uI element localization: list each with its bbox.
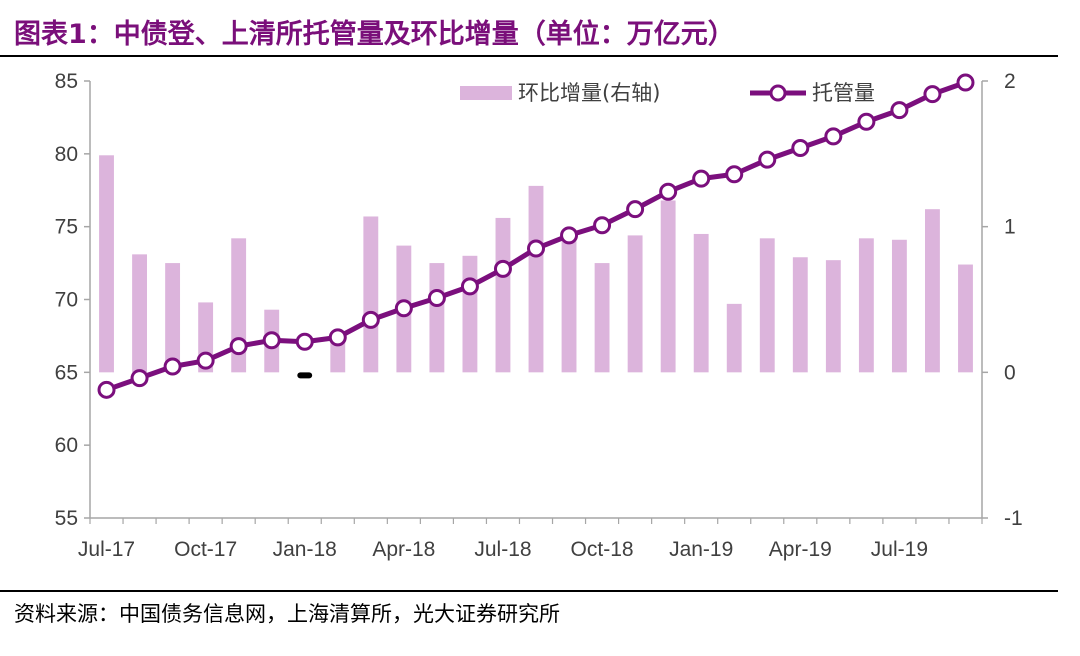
line-point bbox=[427, 289, 446, 308]
y-left-tick-label: 70 bbox=[55, 289, 78, 312]
bar bbox=[693, 233, 709, 373]
y-left-tick-label: 80 bbox=[55, 143, 78, 166]
y-left-tick-label: 60 bbox=[55, 434, 78, 457]
line-point bbox=[890, 101, 909, 120]
y-left-tick-label: 75 bbox=[55, 216, 78, 239]
chart-area: 55 60 65 70 75 80 85 -1 0 1 2 Jul-17 Oct-17 Jan-18 Apr… bbox=[55, 70, 1023, 561]
bar bbox=[462, 255, 478, 373]
source-note: 资料来源：中国债务信息网，上海清算所，光大证券研究所 bbox=[14, 602, 560, 626]
top-rule bbox=[0, 55, 1058, 57]
y-right-tick-label: -1 bbox=[1004, 507, 1023, 530]
line-point bbox=[857, 112, 876, 131]
legend-marker-swatch bbox=[769, 84, 787, 102]
x-tick-label: Jul-17 bbox=[78, 538, 135, 561]
line-point bbox=[791, 139, 810, 158]
line-point bbox=[659, 182, 678, 201]
bar bbox=[297, 372, 313, 379]
legend: 环比增量(右轴) 托管量 bbox=[460, 81, 875, 105]
bar bbox=[858, 238, 874, 373]
legend-line-label: 托管量 bbox=[812, 81, 875, 105]
line-point bbox=[626, 200, 645, 219]
bar bbox=[165, 263, 181, 373]
line-point bbox=[923, 85, 942, 104]
y-left-tick-label: 65 bbox=[55, 361, 78, 384]
bar bbox=[627, 235, 643, 373]
line-point bbox=[262, 331, 281, 350]
bar bbox=[925, 209, 940, 373]
bar bbox=[363, 216, 379, 373]
line-point bbox=[593, 216, 612, 235]
line-point bbox=[163, 357, 182, 376]
y-left-tick-label: 85 bbox=[55, 70, 78, 93]
line-point bbox=[229, 337, 248, 356]
bar bbox=[958, 264, 973, 373]
line-point bbox=[527, 239, 545, 258]
bar bbox=[891, 239, 907, 373]
line-point bbox=[394, 299, 413, 318]
x-tick-label: Jan-18 bbox=[273, 538, 337, 561]
x-tick-label: Jul-19 bbox=[871, 538, 928, 561]
line-series bbox=[97, 73, 975, 399]
line-point bbox=[460, 277, 479, 296]
y-left-tick-label: 55 bbox=[55, 507, 78, 530]
bar bbox=[99, 155, 114, 373]
line-point bbox=[560, 226, 579, 245]
line-point bbox=[130, 369, 149, 388]
bar bbox=[726, 303, 742, 373]
y-right-tick-label: 1 bbox=[1004, 216, 1016, 239]
line-point bbox=[196, 351, 215, 370]
bar bbox=[759, 238, 775, 373]
x-tick-label: Jul-18 bbox=[474, 538, 531, 561]
y-right-tick-label: 2 bbox=[1004, 70, 1016, 93]
line-point bbox=[956, 73, 975, 92]
bar bbox=[429, 263, 445, 373]
bar bbox=[594, 263, 610, 373]
line-point bbox=[692, 169, 711, 188]
line-point bbox=[493, 259, 512, 278]
legend-bar-swatch bbox=[460, 86, 512, 100]
y-right-tick-label: 0 bbox=[1004, 361, 1016, 384]
x-tick-label: Apr-18 bbox=[372, 538, 435, 561]
bottom-rule bbox=[0, 590, 1058, 592]
figure-title: 图表1：中债登、上清所托管量及环比增量（单位：万亿元） bbox=[14, 19, 735, 50]
axes bbox=[84, 80, 988, 524]
x-tick-label: Jan-19 bbox=[669, 538, 733, 561]
legend-bar-label: 环比增量(右轴) bbox=[518, 81, 660, 105]
bar bbox=[561, 241, 577, 373]
bar bbox=[825, 260, 841, 373]
line-point bbox=[361, 310, 380, 329]
bar bbox=[495, 217, 511, 373]
line-point bbox=[758, 150, 777, 169]
tick-labels: 55 60 65 70 75 80 85 -1 0 1 2 Jul-17 Oct-17 Jan-18 Apr… bbox=[55, 70, 1023, 561]
line-point bbox=[824, 127, 843, 146]
line-point bbox=[725, 165, 744, 184]
x-tick-label: Oct-17 bbox=[174, 538, 237, 561]
bar bbox=[132, 254, 147, 373]
line-point bbox=[295, 332, 314, 351]
bar bbox=[528, 185, 544, 373]
line-point bbox=[328, 328, 347, 347]
x-tick-label: Apr-19 bbox=[769, 538, 832, 561]
line-point bbox=[97, 380, 116, 399]
bar bbox=[660, 200, 676, 373]
x-tick-label: Oct-18 bbox=[571, 538, 634, 561]
bar bbox=[792, 257, 808, 373]
